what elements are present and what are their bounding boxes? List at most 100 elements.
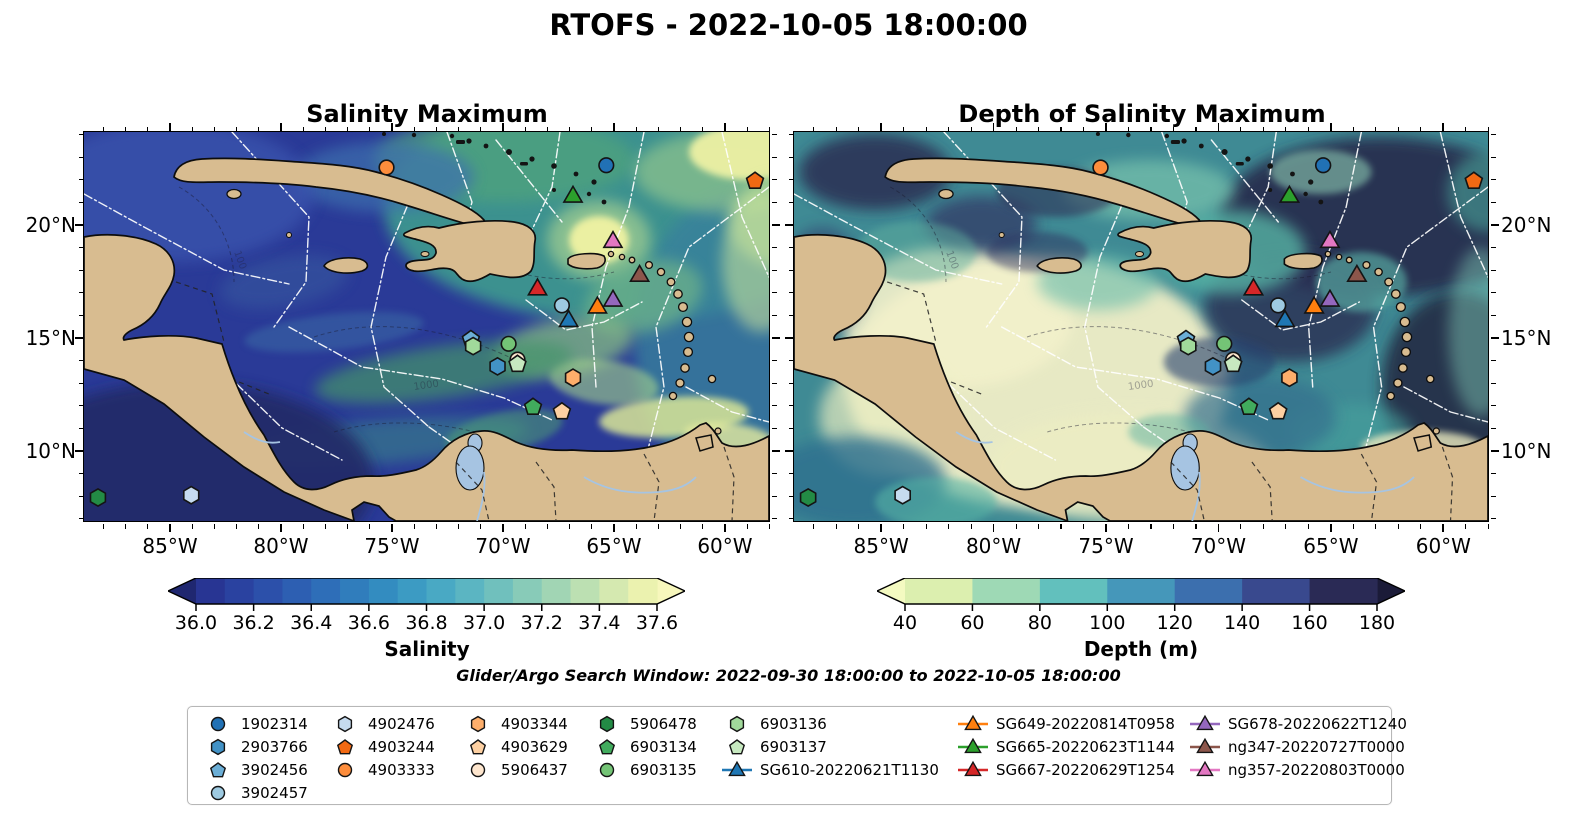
lat-tick-major	[785, 337, 793, 339]
lat-tick-minor	[788, 473, 793, 475]
hexagon-marker-icon	[337, 715, 353, 732]
lon-tick-major	[613, 524, 615, 532]
lat-tick-minor	[772, 495, 777, 497]
lon-tick-minor	[147, 524, 149, 529]
legend-entry-ng357-20220803T0000: ng357-20220803T0000	[1188, 758, 1407, 781]
lon-tick-minor	[347, 524, 349, 529]
lon-tick-minor	[347, 126, 349, 131]
pentagon-marker-icon	[209, 761, 227, 777]
lat-tick-major	[75, 450, 83, 452]
lon-tick-minor	[1060, 126, 1062, 131]
lon-tick-minor	[435, 524, 437, 529]
lat-tick-minor	[788, 179, 793, 181]
lat-tick-minor	[78, 405, 83, 407]
lon-tick-major	[1442, 123, 1445, 131]
lon-tick-minor	[1375, 524, 1377, 529]
lat-tick-minor	[78, 156, 83, 158]
lat-tick-minor	[1491, 134, 1496, 136]
lon-tick-minor	[1060, 524, 1062, 529]
lon-tick-minor	[435, 126, 437, 131]
lon-tick-label: 80°W	[965, 534, 1022, 558]
colorbar-tick-label: 36.6	[347, 612, 391, 634]
lon-tick-label: 65°W	[586, 534, 642, 558]
marker-2903766	[1204, 357, 1222, 377]
lon-tick-minor	[746, 126, 748, 131]
legend-entry-SG678-20220622T1240: SG678-20220622T1240	[1188, 712, 1407, 735]
lat-tick-minor	[772, 382, 777, 384]
triangle-marker-icon	[958, 737, 988, 753]
lat-tick-minor	[788, 495, 793, 497]
lat-tick-minor	[788, 156, 793, 158]
legend-label: 5906437	[501, 760, 568, 779]
lat-tick-major	[1491, 450, 1499, 452]
marker-3902457	[1270, 297, 1287, 314]
legend-label: ng347-20220727T0000	[1228, 737, 1405, 756]
lon-tick-minor	[546, 126, 548, 131]
lon-tick-minor	[1352, 524, 1354, 529]
lon-tick-minor	[546, 524, 548, 529]
lat-tick-major	[1491, 337, 1499, 339]
lon-tick-minor	[1285, 524, 1287, 529]
lat-tick-label: 20°N	[1501, 212, 1552, 237]
lon-tick-minor	[480, 126, 482, 131]
lon-tick-major	[724, 524, 726, 532]
legend-entry-3902457: 3902457	[201, 781, 308, 804]
lon-tick-major	[391, 123, 393, 131]
lon-tick-minor	[569, 126, 571, 131]
lat-tick-minor	[78, 360, 83, 362]
lon-tick-minor	[1352, 126, 1354, 131]
colorbar-tick-label: 80	[1027, 612, 1052, 634]
lon-tick-minor	[191, 524, 193, 529]
lon-tick-label: 85°W	[142, 534, 198, 558]
lon-tick-minor	[679, 126, 682, 131]
lat-tick-minor	[788, 134, 793, 136]
marker-6903137	[508, 354, 528, 373]
depth-of-salinity-maximum-map	[793, 131, 1490, 523]
lon-tick-minor	[970, 126, 972, 131]
lon-tick-minor	[1487, 524, 1489, 529]
lat-tick-minor	[772, 427, 777, 429]
lat-tick-minor	[772, 201, 777, 203]
lat-tick-minor	[78, 495, 83, 497]
lon-tick-minor	[458, 126, 460, 131]
lat-tick-minor	[1491, 314, 1496, 316]
legend-label: 4903344	[501, 714, 568, 733]
lon-tick-minor	[102, 126, 104, 131]
lon-tick-minor	[1195, 524, 1197, 529]
lon-tick-minor	[1262, 524, 1264, 529]
lon-tick-major	[1105, 123, 1107, 131]
lon-tick-minor	[258, 524, 260, 529]
triangle-marker-icon	[958, 714, 988, 730]
legend-entry-SG649-20220814T0958: SG649-20220814T0958	[956, 712, 1175, 735]
lon-tick-minor	[591, 524, 593, 529]
marker-SG678-20220622T1240	[602, 288, 624, 308]
legend-label: 5906478	[630, 714, 697, 733]
lat-tick-minor	[1491, 156, 1496, 158]
lon-tick-minor	[413, 126, 415, 131]
marker-4903629	[1268, 401, 1288, 420]
lat-tick-minor	[78, 382, 83, 384]
lon-tick-major	[280, 524, 282, 532]
lon-tick-minor	[768, 524, 770, 529]
lat-tick-major	[75, 224, 83, 226]
marker-SG667-20220629T1254	[1243, 277, 1265, 296]
lon-tick-label: 60°W	[697, 534, 753, 558]
lon-tick-minor	[1082, 126, 1085, 131]
lon-tick-minor	[125, 126, 127, 131]
marker-4903344	[564, 368, 582, 388]
hexagon-marker-icon	[599, 715, 615, 732]
legend-label: 6903136	[760, 714, 827, 733]
lat-tick-major	[75, 337, 83, 339]
lon-tick-minor	[702, 524, 704, 529]
lat-tick-minor	[788, 247, 793, 249]
lon-tick-minor	[903, 126, 905, 131]
marker-4902476	[183, 485, 200, 505]
legend-entry-3902456: 3902456	[201, 758, 308, 781]
marker-1902314	[1315, 157, 1332, 174]
legend-label: ng357-20220803T0000	[1228, 760, 1405, 779]
lon-tick-minor	[236, 126, 238, 131]
lon-tick-major	[502, 123, 504, 131]
lat-tick-label: 15°N	[25, 326, 76, 350]
colorbar-tick-label: 180	[1358, 612, 1396, 634]
lat-tick-minor	[772, 518, 777, 520]
